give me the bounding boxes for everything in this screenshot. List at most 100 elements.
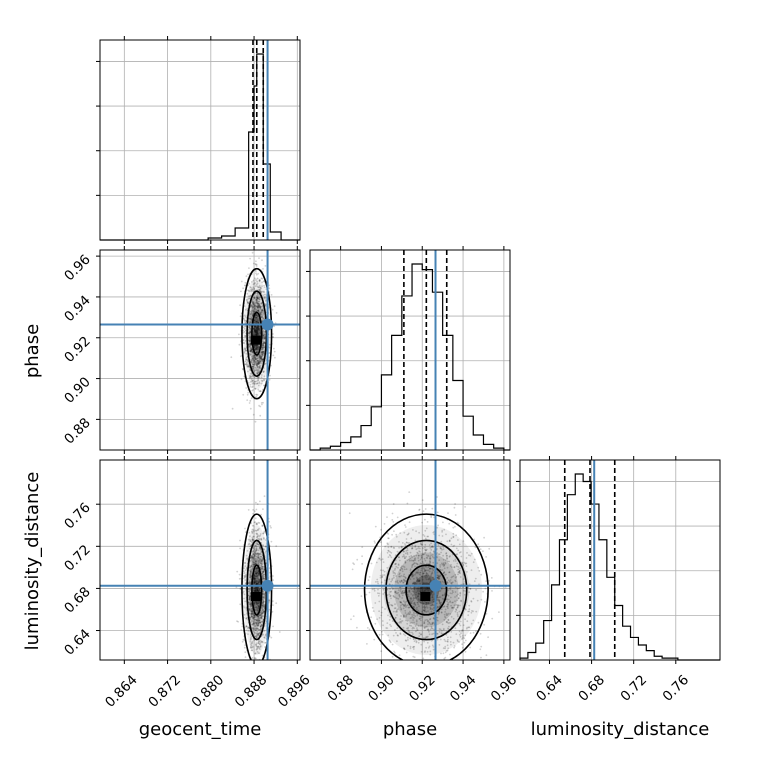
sample-point [254, 635, 257, 638]
sample-point [251, 300, 254, 303]
sample-point [263, 334, 266, 337]
sample-point [382, 569, 384, 572]
sample-point [472, 631, 475, 634]
sample-point [423, 622, 426, 624]
sample-point [256, 394, 259, 396]
sample-point [397, 564, 400, 566]
sample-point [462, 564, 465, 567]
sample-point [252, 552, 255, 555]
sample-point [397, 608, 399, 611]
sample-point [261, 614, 264, 617]
sample-point [255, 395, 258, 398]
sample-point [253, 616, 256, 619]
sample-point [258, 369, 261, 372]
sample-point [453, 645, 456, 647]
sample-point [255, 363, 257, 366]
sample-point [425, 605, 428, 607]
sample-point [436, 594, 438, 597]
sample-point [409, 647, 412, 650]
sample-point [254, 328, 256, 331]
sample-point [255, 327, 258, 329]
sample-point [437, 575, 440, 578]
sample-point [250, 359, 253, 362]
sample-point [389, 555, 392, 557]
sample-point [411, 575, 413, 578]
sample-point [254, 590, 257, 593]
sample-point [264, 539, 267, 541]
sample-point [431, 591, 434, 593]
sample-point [253, 590, 256, 593]
sample-point [381, 633, 384, 636]
sample-point [441, 569, 444, 571]
sample-point [417, 559, 420, 562]
sample-point [426, 628, 429, 631]
sample-point [257, 586, 260, 589]
sample-point [258, 371, 260, 374]
sample-point [414, 603, 416, 606]
sample-point [260, 625, 262, 627]
sample-point [257, 368, 260, 371]
sample-point [388, 537, 390, 540]
sample-point [256, 583, 258, 585]
sample-point [258, 538, 261, 540]
sample-point [254, 570, 256, 572]
sample-point [253, 577, 256, 580]
sample-point [259, 357, 262, 360]
sample-point [429, 567, 431, 570]
sample-point [454, 558, 457, 561]
sample-point [445, 573, 447, 576]
sample-point [416, 614, 419, 617]
sample-point [415, 562, 418, 565]
sample-point [400, 620, 403, 623]
sample-point [456, 562, 459, 565]
sample-point [253, 319, 256, 322]
sample-point [262, 268, 264, 270]
sample-point [250, 565, 253, 568]
sample-point [459, 624, 462, 627]
sample-point [440, 611, 443, 613]
sample-point [402, 626, 405, 629]
sample-point [462, 586, 464, 589]
sample-point [443, 618, 446, 621]
sample-point [477, 621, 480, 624]
sample-point [459, 635, 462, 638]
sample-point [439, 547, 442, 550]
sample-point [389, 594, 392, 597]
sample-point [249, 565, 252, 567]
sample-point [253, 561, 255, 564]
sample-point [256, 298, 259, 301]
sample-point [417, 587, 420, 590]
sample-point [257, 552, 259, 555]
sample-point [254, 581, 257, 584]
sample-point [378, 617, 381, 619]
sample-point [454, 627, 457, 630]
sample-point [418, 632, 421, 635]
sample-point [253, 362, 256, 365]
sample-point [264, 335, 266, 338]
sample-point [260, 355, 263, 358]
sample-point [458, 622, 461, 625]
sample-point [252, 303, 254, 305]
sample-point [450, 581, 453, 584]
sample-point [427, 566, 430, 568]
sample-point [238, 343, 241, 346]
sample-point [428, 621, 430, 624]
sample-point [404, 557, 406, 559]
sample-point [436, 605, 439, 608]
sample-point [243, 575, 246, 578]
sample-point [424, 575, 426, 578]
sample-point [248, 590, 250, 593]
sample-point [457, 605, 459, 608]
sample-point [242, 393, 245, 396]
sample-point [243, 574, 246, 577]
sample-point [257, 384, 260, 387]
sample-point [256, 344, 258, 347]
sample-point [425, 588, 428, 591]
sample-point [260, 357, 263, 360]
sample-point [428, 633, 431, 636]
sample-point [250, 576, 253, 578]
sample-point [260, 310, 263, 313]
contour-line-0 [251, 564, 263, 616]
sample-point [436, 496, 438, 498]
sample-point [472, 619, 475, 622]
